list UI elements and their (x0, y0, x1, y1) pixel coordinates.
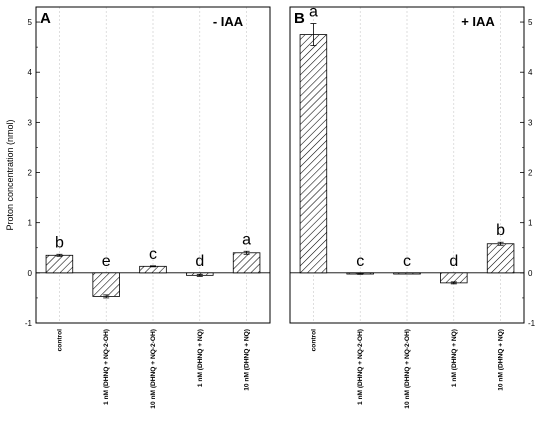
panel-label: B (294, 10, 305, 27)
bar-1 (299, 34, 328, 274)
significance-letter: e (102, 253, 111, 270)
y-tick-label: 0 (28, 269, 33, 278)
significance-letter: a (242, 231, 251, 248)
category-label: 1 nM (DHNQ + NQ-2-OH) (103, 329, 110, 405)
significance-letter: d (195, 253, 204, 270)
significance-letter: b (55, 234, 64, 251)
chart-panel-a: b control e 1 nM (DHNQ + NQ-2-OH) c 10 nM (DH… (25, 6, 271, 409)
y-tick-label: 5 (528, 18, 533, 27)
y-tick-label: 3 (28, 118, 33, 127)
category-label: 1 nM (DHNQ + NQ) (451, 329, 458, 387)
significance-letter: d (449, 253, 458, 270)
condition-label: - IAA (213, 14, 244, 29)
category-label: 1 nM (DHNQ + NQ-2-OH) (357, 329, 364, 405)
bar-2 (92, 272, 120, 297)
category-label: 10 nM (DHNQ + NQ) (244, 329, 251, 391)
plot-frame (289, 6, 525, 324)
y-tick-label: 0 (528, 269, 533, 278)
significance-letter: c (403, 253, 411, 270)
plot-frame (35, 6, 271, 324)
y-tick-label: 5 (28, 18, 33, 27)
category-label: 10 nM (DHNQ + NQ-2-OH) (150, 329, 157, 409)
bar-3 (393, 272, 421, 275)
y-tick-label: 2 (528, 169, 533, 178)
y-tick-label: 1 (528, 219, 533, 228)
significance-letter: a (309, 4, 318, 21)
condition-label: + IAA (461, 14, 495, 29)
y-tick-label: -1 (528, 319, 536, 328)
significance-letter: c (149, 246, 157, 263)
bar-5 (232, 252, 261, 274)
category-label: control (56, 329, 63, 352)
y-tick-label: 2 (28, 169, 33, 178)
category-label: 10 nM (DHNQ + NQ) (498, 329, 505, 391)
bar-1 (45, 254, 74, 274)
category-label: control (310, 329, 317, 352)
y-tick-label: 4 (28, 68, 33, 77)
significance-letter: b (496, 222, 505, 239)
bar-5 (486, 243, 515, 274)
chart-panel-b: a control c 1 nM (DHNQ + NQ-2-OH) c 10 nM (DH… (289, 4, 536, 409)
y-tick-label: 1 (28, 219, 33, 228)
y-tick-label: -1 (25, 319, 33, 328)
panel-label: A (40, 10, 51, 27)
y-axis-label: Proton concentration (nmol) (5, 119, 15, 230)
bar-4 (440, 272, 468, 284)
significance-letter: c (356, 253, 364, 270)
category-label: 10 nM (DHNQ + NQ-2-OH) (404, 329, 411, 409)
bar-3 (139, 265, 167, 274)
y-tick-label: 3 (528, 118, 533, 127)
y-tick-label: 4 (528, 68, 533, 77)
category-label: 1 nM (DHNQ + NQ) (197, 329, 204, 387)
